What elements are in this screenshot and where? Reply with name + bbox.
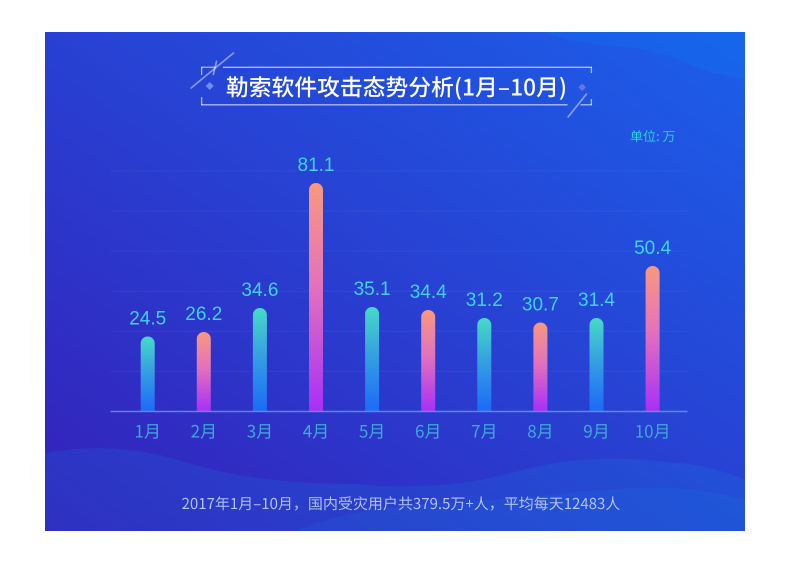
svg-text:30.7: 30.7 bbox=[522, 295, 559, 316]
svg-text:35.1: 35.1 bbox=[354, 279, 391, 300]
svg-text:81.1: 81.1 bbox=[298, 155, 335, 176]
svg-text:31.2: 31.2 bbox=[466, 290, 503, 311]
svg-text:34.6: 34.6 bbox=[241, 280, 278, 301]
svg-text:50.4: 50.4 bbox=[634, 238, 671, 259]
svg-text:34.4: 34.4 bbox=[410, 282, 447, 303]
svg-text:31.4: 31.4 bbox=[578, 290, 615, 311]
svg-text:26.2: 26.2 bbox=[185, 304, 222, 325]
svg-text:24.5: 24.5 bbox=[129, 309, 166, 330]
